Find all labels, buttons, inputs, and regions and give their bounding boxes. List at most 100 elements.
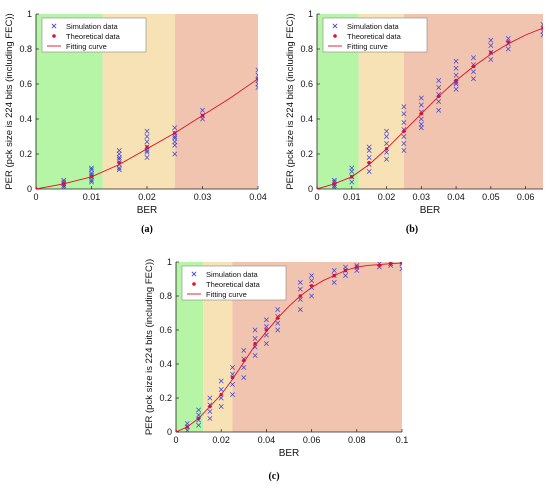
ber-region-2 [174,14,258,189]
simulation-point [275,327,281,333]
theoretical-point [208,404,212,409]
legend-theoretical-marker [192,282,196,286]
simulation-point [343,264,348,270]
simulation-point [61,177,67,183]
simulation-point [252,327,258,333]
simulation-point [384,141,389,146]
simulation-point [207,395,213,401]
simulation-point [436,99,442,104]
data-layer [317,22,543,189]
theoretical-point [185,425,189,429]
x-tick-label: 0.02 [212,435,230,445]
simulation-point [218,387,224,392]
simulation-point [488,37,494,43]
legend-label: Theoretical data [66,32,121,41]
simulation-point [255,72,258,78]
simulation-point [418,102,424,108]
legend-theoretical-marker [52,34,56,38]
simulation-point [366,169,372,174]
simulation-point [144,128,150,134]
simulation-point [172,135,178,141]
simulation-point [453,86,459,92]
theoretical-point [230,375,235,380]
simulation-point [297,296,303,302]
x-tick-label: 0.06 [517,192,535,202]
x-tick-label: 0.1 [396,435,409,445]
fitting-curve-line [176,262,402,432]
x-tick-label: 0.02 [378,192,396,202]
simulation-point [252,344,258,350]
simulation-point [241,364,247,370]
simulation-point [384,134,389,139]
legend-simulation-marker [51,23,57,29]
x-tick-label: 0.03 [413,192,431,202]
x-tick-label: 0 [314,192,319,202]
simulation-point [275,320,281,326]
x-tick-label: 0 [173,435,178,445]
simulation-point [116,156,122,162]
simulation-point [401,104,407,110]
y-tick-label: 0 [308,184,313,194]
simulation-point [343,273,348,279]
simulation-point [200,107,205,113]
figure-caption: (b) [406,224,418,235]
simulation-point [436,85,442,90]
theoretical-point [436,94,441,98]
theoretical-point [506,40,510,44]
simulation-point [331,184,337,189]
data-layer [36,67,258,189]
fitting-curve-line [317,27,543,189]
simulation-point [418,116,424,122]
simulation-point [366,148,372,153]
y-tick-label: 0.2 [19,149,32,159]
theoretical-point [350,175,354,179]
simulation-point [401,111,407,117]
theoretical-point [62,182,66,186]
theoretical-point [89,175,94,179]
simulation-point [255,85,258,90]
legend-label: Theoretical data [347,32,402,41]
theoretical-point [264,328,269,332]
figure-caption: (a) [141,224,153,235]
simulation-point [263,317,269,323]
simulation-point [230,392,235,398]
x-tick-label: 0.02 [138,192,156,202]
simulation-point [218,378,224,384]
simulation-point [418,95,424,101]
simulation-point [366,155,372,160]
simulation-point [172,134,178,139]
legend-label: Simulation data [347,22,400,31]
simulation-point [309,293,315,299]
x-tick-label: 0.04 [249,192,267,202]
theoretical-point [471,64,476,69]
theoretical-point [343,268,348,273]
simulation-point [453,72,459,78]
theoretical-point [489,50,493,55]
y-tick-label: 0.8 [19,44,32,54]
simulation-point [116,155,122,160]
simulation-point [263,341,269,347]
theoretical-point [256,77,258,81]
simulation-point [331,177,337,183]
theoretical-point [317,187,319,189]
simulation-point [218,395,224,401]
theoretical-point [377,263,382,268]
simulation-point [366,144,372,150]
simulation-point [418,125,424,131]
theoretical-point [176,430,178,432]
simulation-point [241,347,247,353]
simulation-point [172,125,178,131]
x-tick-label: 0.01 [83,192,101,202]
simulation-point [453,65,459,71]
x-tick-label: 0.03 [194,192,212,202]
y-tick-label: 0.4 [19,114,32,124]
simulation-point [349,165,355,171]
theoretical-point [419,112,424,116]
legend-simulation-marker [191,271,197,277]
legend-label: Theoretical data [206,280,261,289]
theoretical-point [200,113,205,118]
legend-label: Fitting curve [347,42,388,51]
